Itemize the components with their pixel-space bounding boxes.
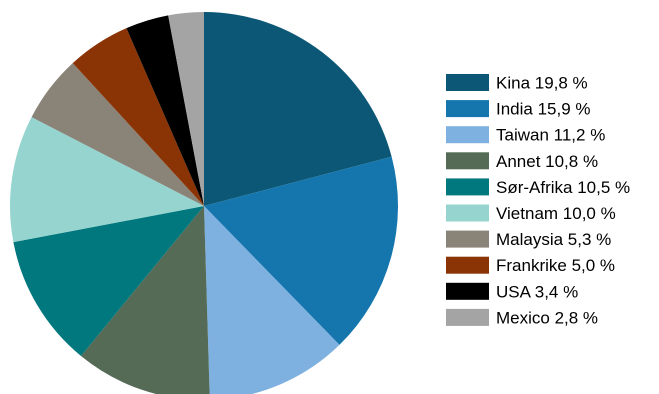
- legend: Kina 19,8 % India 15,9 % Taiwan 11,2 % Anne…: [446, 74, 630, 327]
- pie-slice-usa: [126, 15, 204, 207]
- legend-swatch: [446, 204, 489, 222]
- legend-swatch: [446, 256, 489, 274]
- pie-slice-kina: [204, 12, 392, 206]
- legend-swatch: [446, 126, 489, 144]
- pie-slice-mexico: [168, 12, 204, 206]
- legend-item: Kina 19,8 %: [446, 74, 588, 93]
- legend-item: USA 3,4 %: [446, 282, 578, 301]
- pie-slice-sor-afrika: [13, 206, 205, 357]
- pie-slice-malaysia: [31, 63, 204, 206]
- legend-swatch: [446, 74, 489, 91]
- legend-label: Frankrike 5,0 %: [496, 256, 615, 275]
- legend-label: Kina 19,8 %: [496, 74, 588, 93]
- legend-label: USA 3,4 %: [496, 282, 578, 301]
- legend-swatch: [446, 178, 489, 196]
- legend-swatch: [446, 100, 489, 118]
- legend-item: Sør-Afrika 10,5 %: [446, 178, 630, 197]
- pie-slice-vietnam: [10, 117, 204, 243]
- legend-label: Vietnam 10,0 %: [496, 204, 616, 223]
- legend-item: Frankrike 5,0 %: [446, 256, 615, 275]
- legend-label: Sør-Afrika 10,5 %: [496, 178, 630, 197]
- legend-item: Taiwan 11,2 %: [446, 126, 605, 145]
- legend-swatch: [446, 308, 489, 326]
- legend-item: Vietnam 10,0 %: [446, 204, 616, 223]
- legend-label: Mexico 2,8 %: [496, 308, 598, 327]
- legend-item: India 15,9 %: [446, 100, 591, 119]
- legend-item: Mexico 2,8 %: [446, 308, 598, 327]
- legend-label: India 15,9 %: [496, 100, 591, 119]
- pie-slice-frankrike: [72, 28, 205, 207]
- legend-label: Annet 10,8 %: [496, 152, 598, 171]
- pie-slices: [10, 12, 398, 394]
- legend-item: Malaysia 5,3 %: [446, 230, 611, 249]
- legend-swatch: [446, 230, 489, 248]
- legend-label: Malaysia 5,3 %: [496, 230, 611, 249]
- legend-swatch: [446, 282, 489, 300]
- legend-item: Annet 10,8 %: [446, 152, 598, 171]
- pie-slice-india: [204, 156, 398, 345]
- legend-swatch: [446, 152, 489, 170]
- pie-slice-taiwan: [204, 206, 340, 394]
- pie-slice-annet: [81, 206, 210, 394]
- legend-label: Taiwan 11,2 %: [496, 126, 605, 145]
